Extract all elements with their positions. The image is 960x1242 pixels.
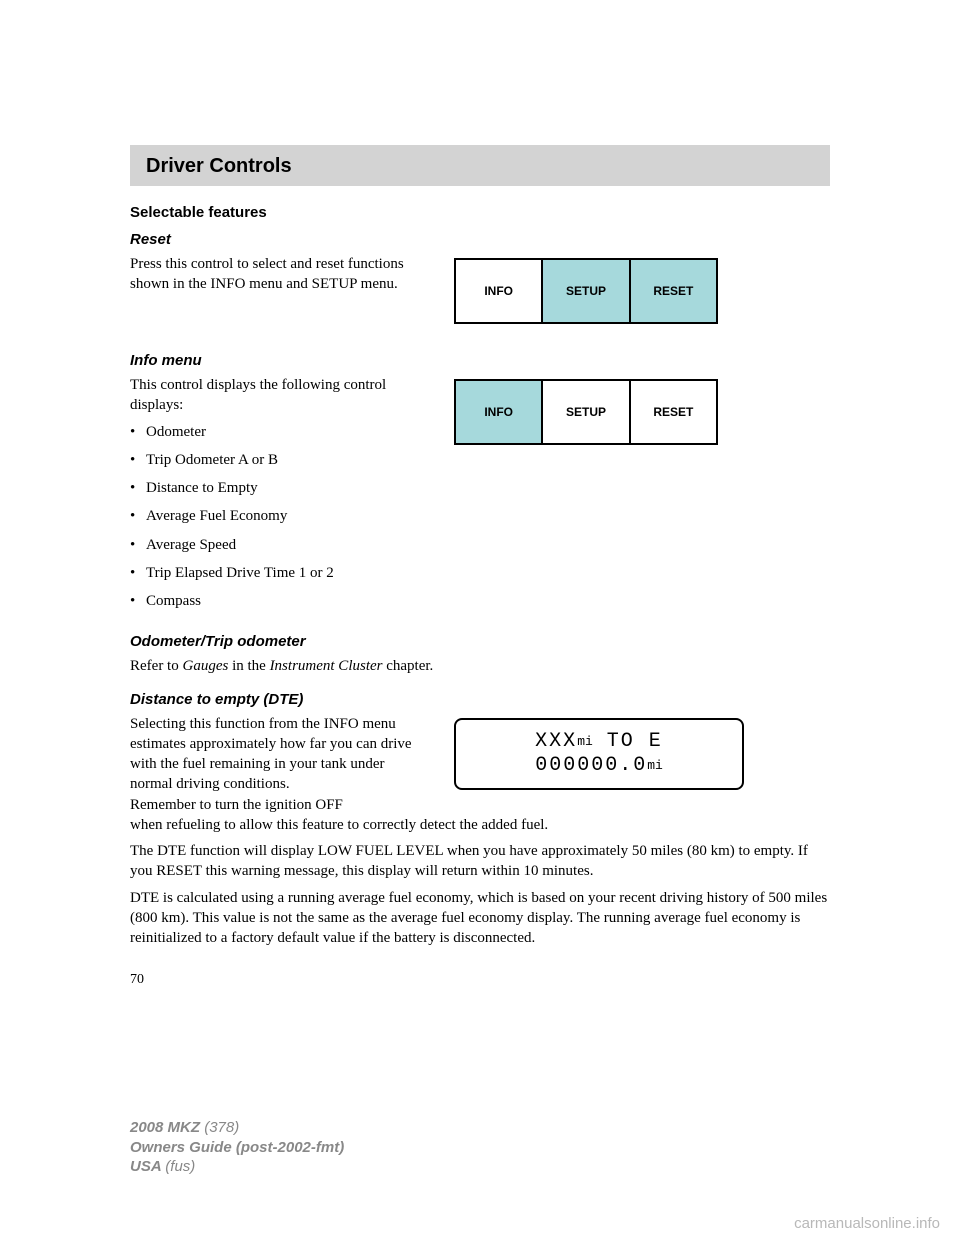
list-item: Trip Elapsed Drive Time 1 or 2 [130, 563, 430, 583]
info-menu-text-col: This control displays the following cont… [130, 375, 430, 619]
dte-line1-main: XXX [535, 730, 577, 753]
reset-heading: Reset [130, 231, 830, 248]
button-panel-info: INFO SETUP RESET [454, 379, 718, 445]
list-item: Compass [130, 591, 430, 611]
setup-button: SETUP [543, 381, 630, 443]
list-item: Trip Odometer A or B [130, 450, 430, 470]
watermark: carmanualsonline.info [794, 1215, 940, 1232]
info-menu-heading: Info menu [130, 352, 830, 369]
dte-p2: The DTE function will display LOW FUEL L… [130, 841, 830, 882]
reset-button: RESET [631, 381, 716, 443]
footer-region: USA [130, 1158, 165, 1175]
reset-text: Press this control to select and reset f… [130, 254, 430, 295]
odometer-em2: Instrument Cluster [270, 658, 383, 674]
footer-line1: 2008 MKZ (378) [130, 1118, 344, 1138]
info-menu-list: Odometer Trip Odometer A or B Distance t… [130, 422, 430, 612]
odometer-text: Refer to Gauges in the Instrument Cluste… [130, 656, 830, 676]
page-content: Driver Controls Selectable features Rese… [130, 145, 830, 988]
chapter-header-bar: Driver Controls [130, 145, 830, 186]
odometer-em1: Gauges [182, 658, 228, 674]
setup-button: SETUP [543, 260, 630, 322]
dte-line1-rest: TO E [593, 730, 663, 753]
footer-line3: USA (fus) [130, 1157, 344, 1177]
reset-row: Press this control to select and reset f… [130, 254, 830, 324]
footer-model: 2008 MKZ [130, 1119, 204, 1136]
dte-row: Selecting this function from the INFO me… [130, 714, 830, 815]
dte-p3: DTE is calculated using a running averag… [130, 888, 830, 949]
odometer-text-pre: Refer to [130, 658, 182, 674]
dte-display-graphic: XXXmi TO E 000000.0mi [454, 714, 744, 790]
footer: 2008 MKZ (378) Owners Guide (post-2002-f… [130, 1118, 344, 1177]
reset-button: RESET [631, 260, 716, 322]
info-menu-intro: This control displays the following cont… [130, 375, 430, 416]
footer-line2: Owners Guide (post-2002-fmt) [130, 1138, 344, 1158]
reset-text-col: Press this control to select and reset f… [130, 254, 430, 301]
info-panel-graphic: INFO SETUP RESET [454, 375, 718, 445]
dte-display-line2: 000000.0mi [535, 754, 663, 778]
button-panel-reset: INFO SETUP RESET [454, 258, 718, 324]
dte-display: XXXmi TO E 000000.0mi [454, 718, 744, 790]
dte-line1-unit: mi [577, 734, 593, 749]
footer-code: (378) [204, 1119, 239, 1136]
dte-p1-cont: Remember to turn the ignition OFF [130, 795, 430, 815]
dte-p1-after: when refueling to allow this feature to … [130, 815, 830, 835]
dte-heading: Distance to empty (DTE) [130, 691, 830, 708]
odometer-text-post: chapter. [382, 658, 433, 674]
list-item: Distance to Empty [130, 478, 430, 498]
reset-panel-graphic: INFO SETUP RESET [454, 254, 718, 324]
list-item: Average Fuel Economy [130, 506, 430, 526]
dte-line2-main: 000000.0 [535, 754, 647, 777]
dte-display-line1: XXXmi TO E [535, 730, 663, 754]
dte-p1-narrow: Selecting this function from the INFO me… [130, 714, 430, 795]
info-button: INFO [456, 381, 543, 443]
info-menu-row: This control displays the following cont… [130, 375, 830, 619]
dte-text-col: Selecting this function from the INFO me… [130, 714, 430, 815]
page-number: 70 [130, 972, 830, 988]
info-button: INFO [456, 260, 543, 322]
list-item: Average Speed [130, 535, 430, 555]
odometer-heading: Odometer/Trip odometer [130, 633, 830, 650]
dte-line2-unit: mi [647, 758, 663, 773]
odometer-text-mid: in the [228, 658, 269, 674]
footer-region-code: (fus) [165, 1158, 195, 1175]
section-title: Selectable features [130, 204, 830, 221]
chapter-title: Driver Controls [146, 155, 814, 178]
list-item: Odometer [130, 422, 430, 442]
